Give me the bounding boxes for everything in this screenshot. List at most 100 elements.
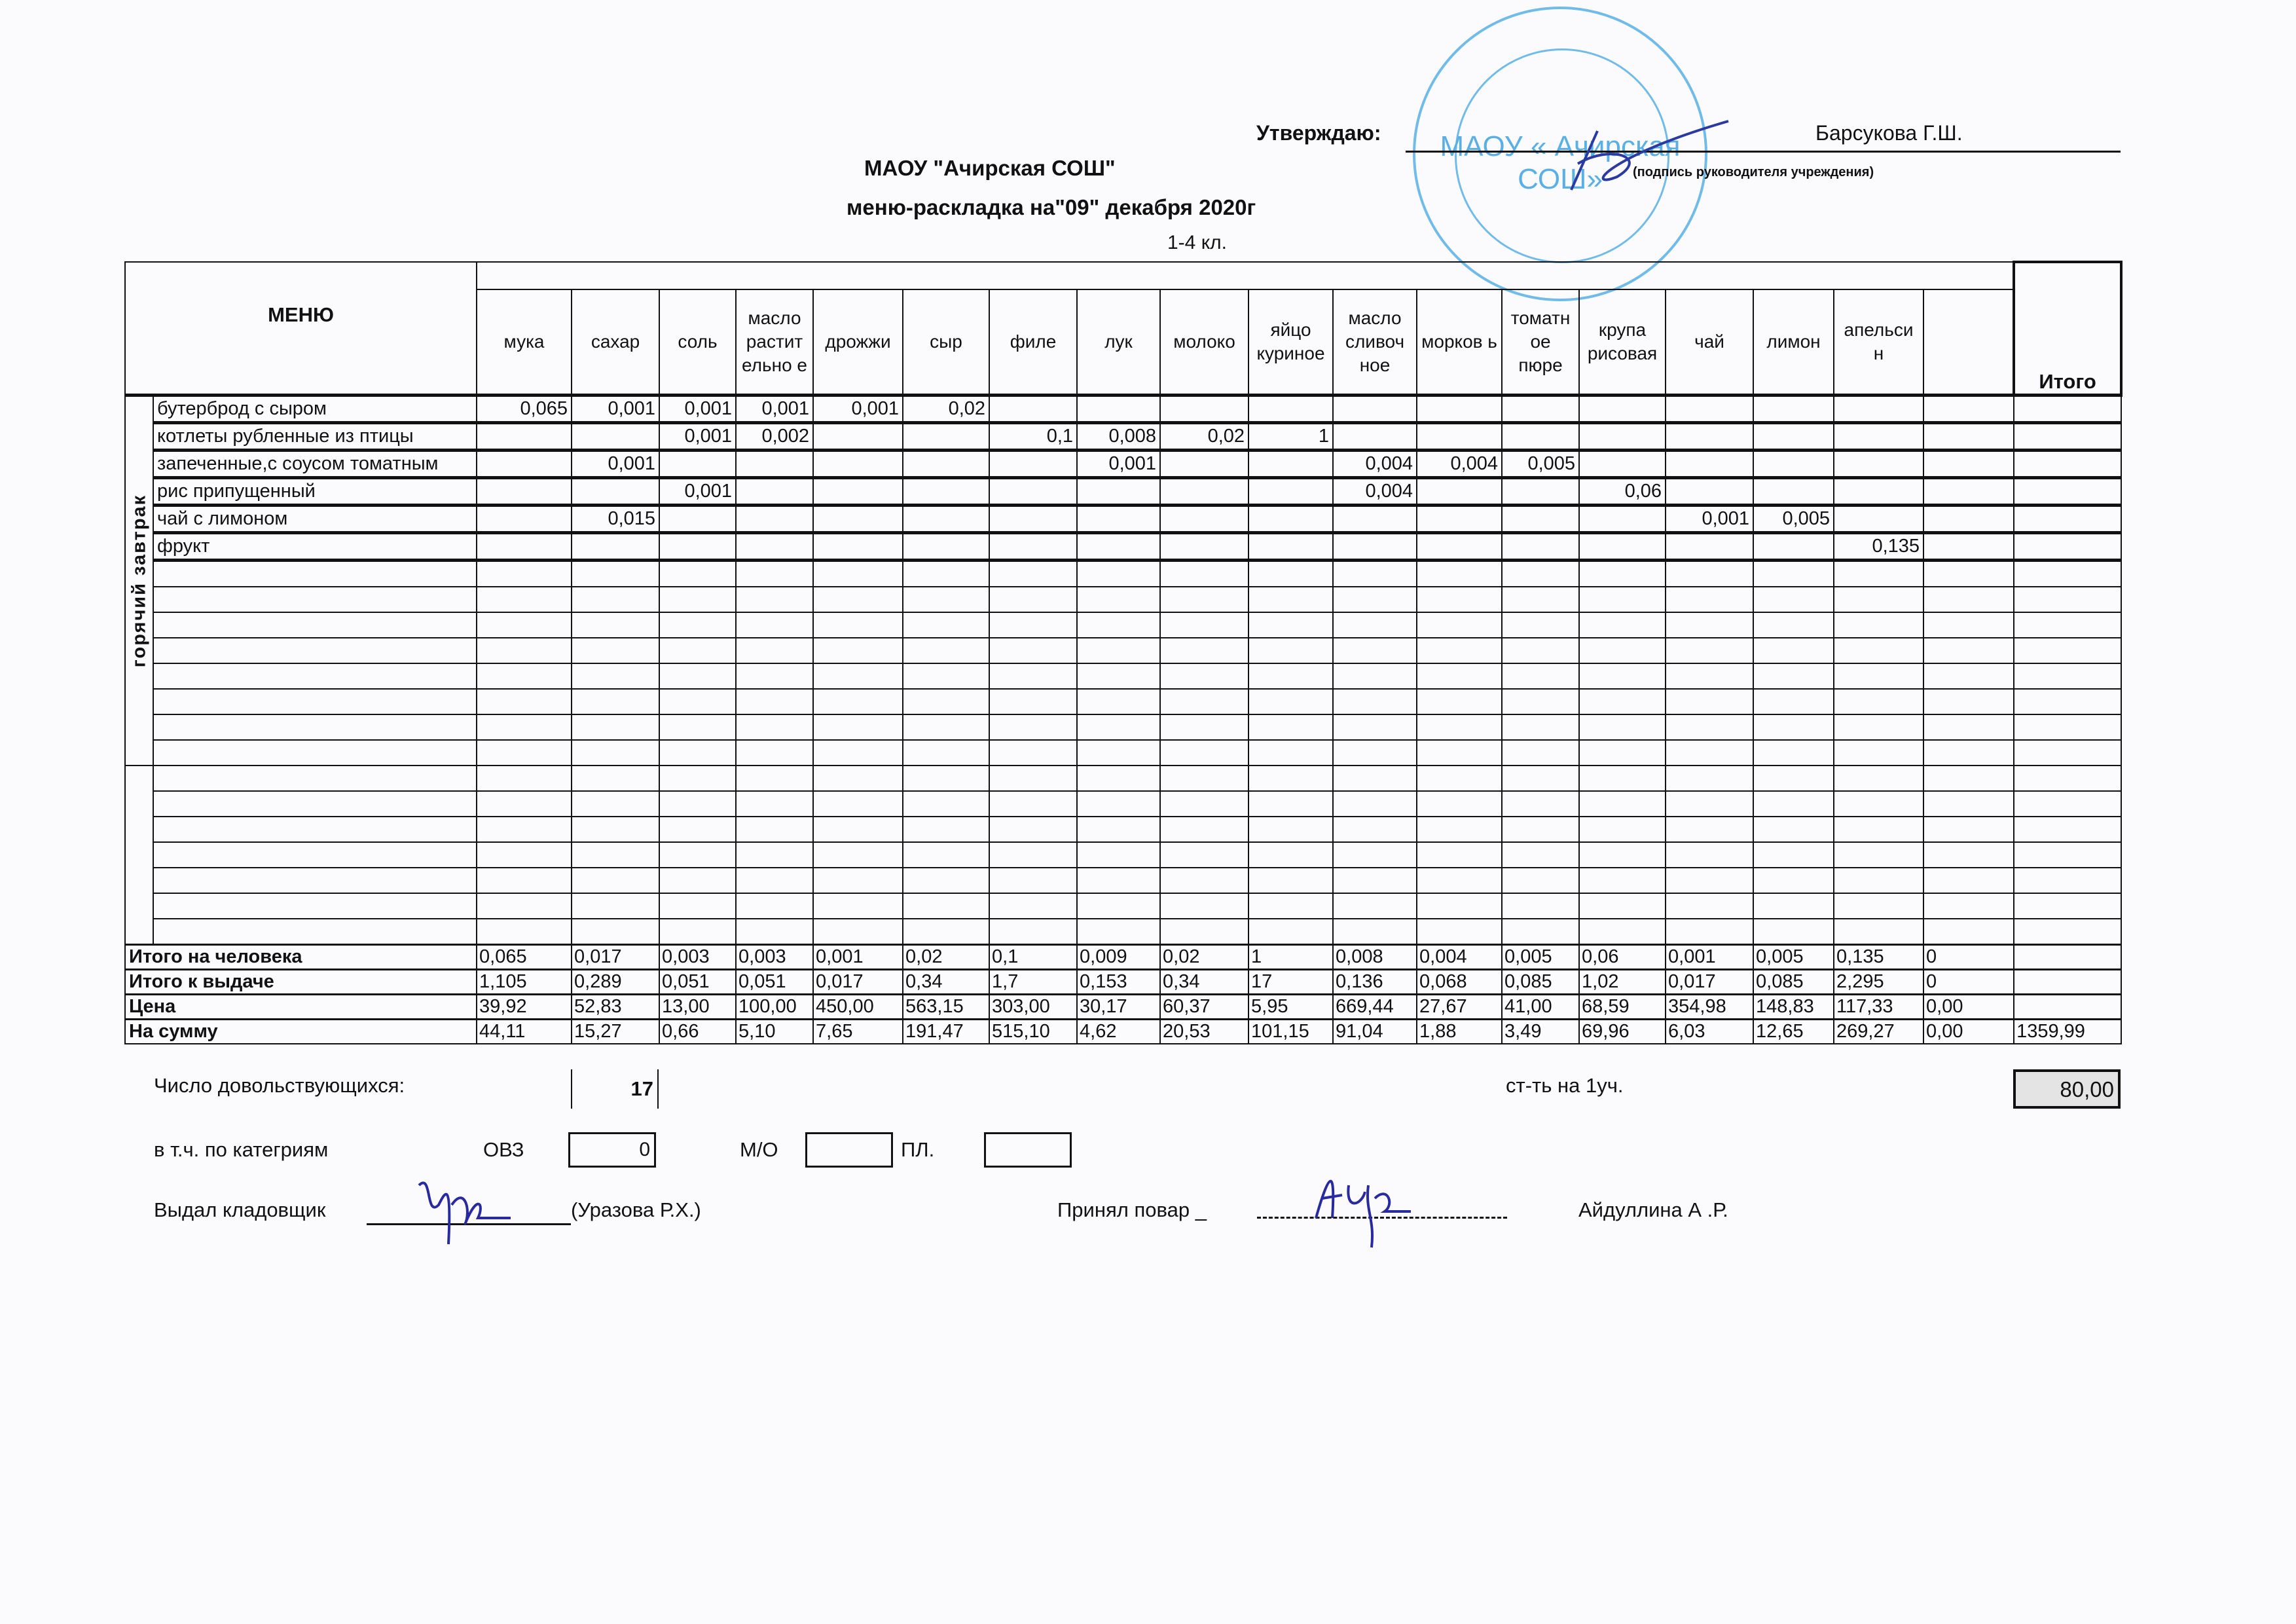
blank-row [125, 816, 2123, 843]
quantity-cell [1665, 421, 1755, 451]
quantity-cell [1076, 765, 1161, 792]
quantity-cell [1923, 816, 2015, 843]
eaters-label: Число довольствующихся: [154, 1074, 405, 1097]
quantity-cell [1578, 612, 1667, 638]
totals-row: Итого к выдаче 1,105 0,289 0,051 0,051 0,017 0… [124, 969, 2123, 995]
quantity-cell [659, 841, 737, 868]
dish-name [152, 612, 478, 638]
quantity-cell [1753, 816, 1835, 843]
quantity-cell [1159, 476, 1250, 506]
totals-value: 515,10 [989, 1018, 1078, 1044]
blank-row [125, 714, 2123, 741]
ovz-field[interactable]: 0 [568, 1132, 656, 1168]
quantity-cell [1665, 714, 1755, 741]
column-header: масло сливоч ное [1332, 289, 1418, 396]
totals-row: Итого на человека 0,065 0,017 0,003 0,003 0,0… [124, 944, 2123, 970]
column-header: чай [1665, 289, 1755, 396]
blank-row [125, 559, 2123, 587]
quantity-cell [1833, 449, 1925, 479]
quantity-cell [1665, 476, 1755, 506]
quantity-cell [1159, 714, 1250, 741]
quantity-cell [902, 421, 991, 451]
school-name: МАОУ "Ачирская СОШ" [864, 156, 1116, 180]
quantity-cell [571, 637, 661, 664]
quantity-cell [989, 663, 1078, 690]
quantity-cell [571, 739, 661, 766]
quantity-cell [659, 612, 737, 638]
quantity-cell: 0,004 [1332, 476, 1418, 506]
quantity-cell [1501, 531, 1580, 561]
stamp-text: МАОУ « Ачирская СОШ» [1440, 130, 1681, 195]
quantity-cell [1248, 841, 1334, 868]
dish-name [152, 637, 478, 664]
quantity-cell [1501, 918, 1580, 946]
row-total-cell [2013, 394, 2123, 424]
totals-value: 17 [1248, 969, 1334, 995]
quantity-cell [989, 816, 1078, 843]
quantity-cell [1923, 918, 2015, 946]
section-label-text: горячий завтрак [128, 494, 149, 668]
dish-name [152, 918, 478, 946]
quantity-cell [476, 765, 573, 792]
quantity-cell [659, 918, 737, 946]
mo-field[interactable] [805, 1132, 893, 1168]
quantity-cell [1753, 559, 1835, 587]
quantity-cell [659, 663, 737, 690]
quantity-cell [1923, 841, 2015, 868]
quantity-cell [659, 739, 737, 766]
totals-value: 1,7 [989, 969, 1078, 995]
quantity-cell [902, 612, 991, 638]
pl-field[interactable] [984, 1132, 1072, 1168]
quantity-cell [1753, 739, 1835, 766]
quantity-cell [1665, 816, 1755, 843]
quantity-cell [812, 688, 904, 715]
totals-label: Итого на человека [124, 944, 478, 970]
quantity-cell [812, 714, 904, 741]
header-band-cell [476, 261, 2015, 290]
quantity-cell [571, 531, 661, 561]
quantity-cell [1076, 739, 1161, 766]
totals-value: 1,02 [1578, 969, 1667, 995]
quantity-cell [1076, 476, 1161, 506]
totals-value: 191,47 [902, 1018, 991, 1044]
quantity-cell [1416, 841, 1503, 868]
quantity-cell [659, 714, 737, 741]
totals-value: 15,27 [571, 1018, 661, 1044]
quantity-cell: 0,004 [1416, 449, 1503, 479]
quantity-cell: 0,135 [1833, 531, 1925, 561]
quantity-cell [571, 476, 661, 506]
quantity-cell [812, 790, 904, 817]
row-total-cell [2013, 790, 2123, 817]
quantity-cell [1753, 790, 1835, 817]
quantity-cell [989, 586, 1078, 613]
totals-value: 0,085 [1753, 969, 1835, 995]
quantity-cell [1159, 586, 1250, 613]
quantity-cell [989, 531, 1078, 561]
row-total-cell [2013, 449, 2123, 479]
quantity-cell [735, 714, 814, 741]
quantity-cell [1159, 688, 1250, 715]
dish-name [152, 586, 478, 613]
quantity-cell [1332, 816, 1418, 843]
quantity-cell [571, 867, 661, 894]
quantity-cell [812, 841, 904, 868]
quantity-cell [1416, 476, 1503, 506]
quantity-cell [1416, 559, 1503, 587]
dish-name [152, 841, 478, 868]
blank-row [125, 663, 2123, 690]
dish-name [152, 559, 478, 587]
quantity-cell: 0,001 [659, 476, 737, 506]
quantity-cell [1332, 893, 1418, 919]
quantity-cell [1578, 893, 1667, 919]
quantity-cell [659, 531, 737, 561]
totals-value: 41,00 [1501, 993, 1580, 1020]
quantity-cell [1501, 765, 1580, 792]
quantity-cell [659, 559, 737, 587]
quantity-cell [1159, 559, 1250, 587]
quantity-cell [1159, 841, 1250, 868]
quantity-cell [1248, 688, 1334, 715]
menu-table: МЕНЮ Итого мука сахар соль масло растит ельно… [124, 261, 2123, 1044]
totals-value: 0,135 [1833, 944, 1925, 970]
quantity-cell [735, 476, 814, 506]
quantity-cell [735, 559, 814, 587]
